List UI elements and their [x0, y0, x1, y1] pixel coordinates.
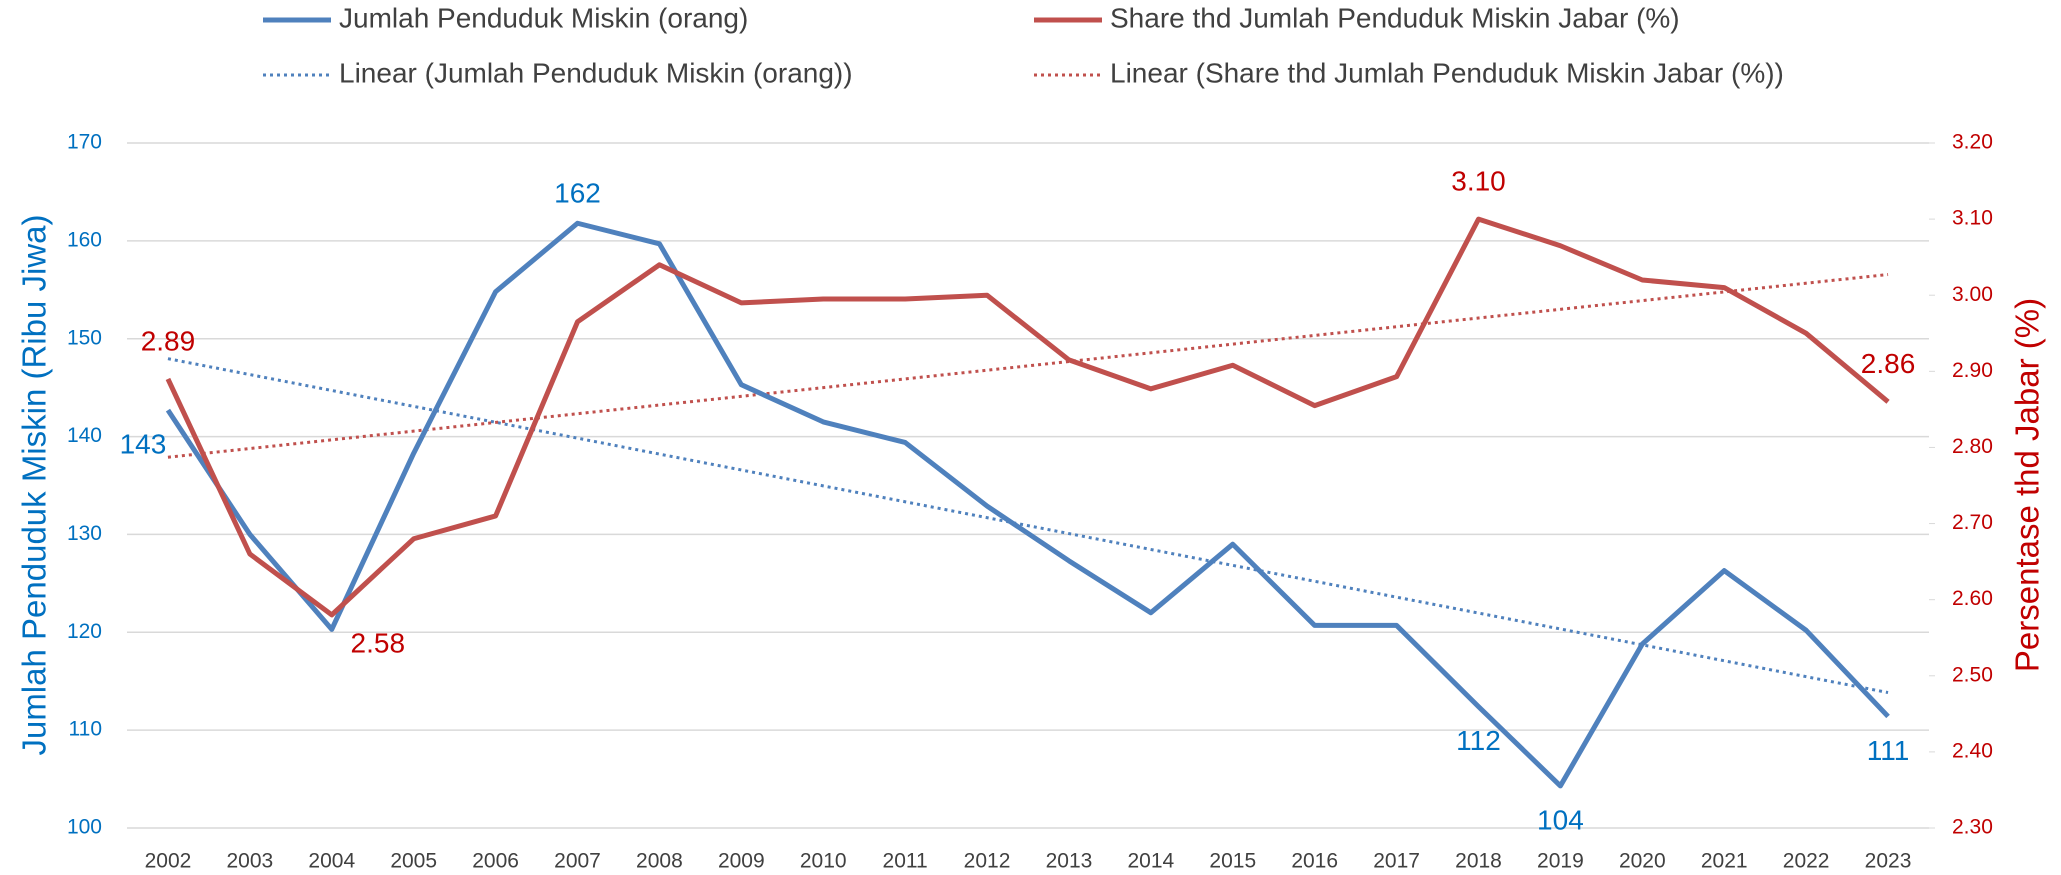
data-label: 2.89 — [141, 325, 196, 356]
x-tick-label: 2014 — [1128, 850, 1175, 873]
data-label: 2.86 — [1861, 348, 1916, 379]
y-axis-title: Jumlah Penduduk Miskin (Ribu Jiwa) — [16, 214, 53, 755]
y-tick-label: 160 — [67, 228, 102, 251]
y-tick-label: 110 — [69, 718, 102, 741]
y-tick-label: 150 — [67, 326, 102, 349]
series-line — [165, 216, 1890, 618]
x-tick-label: 2004 — [308, 850, 355, 873]
x-tick-label: 2016 — [1291, 850, 1338, 873]
data-label: 143 — [120, 429, 167, 460]
legend-label: Linear (Share thd Jumlah Penduduk Miskin… — [1110, 57, 1784, 88]
y2-tick-label: 3.10 — [1952, 207, 1993, 230]
x-tick-label: 2006 — [472, 850, 519, 873]
x-tick-label: 2015 — [1209, 850, 1256, 873]
y-tick-label: 170 — [67, 131, 102, 154]
x-tick-label: 2003 — [227, 850, 274, 873]
trend-line — [167, 273, 1889, 459]
x-tick-label: 2022 — [1783, 850, 1830, 873]
x-tick-label: 2021 — [1701, 850, 1748, 873]
x-tick-label: 2007 — [554, 850, 601, 873]
y-tick-label: 140 — [67, 424, 102, 447]
y-tick-label: 100 — [67, 816, 102, 839]
trend-line — [167, 357, 1889, 695]
x-tick-label: 2011 — [883, 850, 928, 873]
legend-label: Share thd Jumlah Penduduk Miskin Jabar (… — [1110, 2, 1680, 33]
x-tick-label: 2002 — [145, 850, 192, 873]
data-label: 112 — [1456, 725, 1501, 756]
y2-tick-label: 3.00 — [1952, 283, 1993, 306]
y2-tick-label: 2.80 — [1952, 435, 1993, 458]
y-tick-label: 130 — [67, 522, 102, 545]
x-tick-label: 2013 — [1046, 850, 1093, 873]
y2-tick-label: 2.60 — [1952, 587, 1993, 610]
data-label: 104 — [1537, 804, 1584, 835]
series-line — [165, 220, 1890, 789]
x-tick-label: 2005 — [390, 850, 437, 873]
x-tick-label: 2009 — [718, 850, 765, 873]
y2-tick-label: 2.40 — [1952, 739, 1993, 762]
x-tick-label: 2023 — [1865, 850, 1912, 873]
data-label: 3.10 — [1451, 166, 1506, 197]
legend-label: Linear (Jumlah Penduduk Miskin (orang)) — [339, 57, 853, 88]
data-label: 162 — [554, 178, 601, 209]
x-tick-label: 2010 — [800, 850, 847, 873]
x-tick-label: 2019 — [1537, 850, 1584, 873]
y2-tick-label: 2.90 — [1952, 359, 1993, 382]
y2-tick-label: 2.30 — [1952, 816, 1993, 839]
x-tick-label: 2017 — [1373, 850, 1420, 873]
y2-axis-title: Persentase thd Jabar (%) — [2009, 298, 2046, 672]
y2-tick-label: 2.50 — [1952, 663, 1993, 686]
x-tick-label: 2020 — [1619, 850, 1666, 873]
x-tick-label: 2018 — [1455, 850, 1502, 873]
data-label: 2.58 — [351, 627, 406, 658]
y-tick-label: 120 — [67, 620, 102, 643]
data-label: 111 — [1867, 735, 1910, 766]
x-tick-label: 2012 — [964, 850, 1011, 873]
y2-tick-label: 3.20 — [1952, 131, 1993, 154]
legend-label: Jumlah Penduduk Miskin (orang) — [339, 2, 748, 33]
y2-tick-label: 2.70 — [1952, 511, 1993, 534]
x-tick-label: 2008 — [636, 850, 683, 873]
